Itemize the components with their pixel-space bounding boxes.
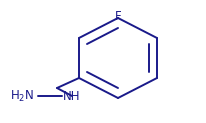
Text: F: F [115,10,121,23]
Text: NH: NH [63,90,81,102]
Text: H$_2$N: H$_2$N [10,88,34,104]
